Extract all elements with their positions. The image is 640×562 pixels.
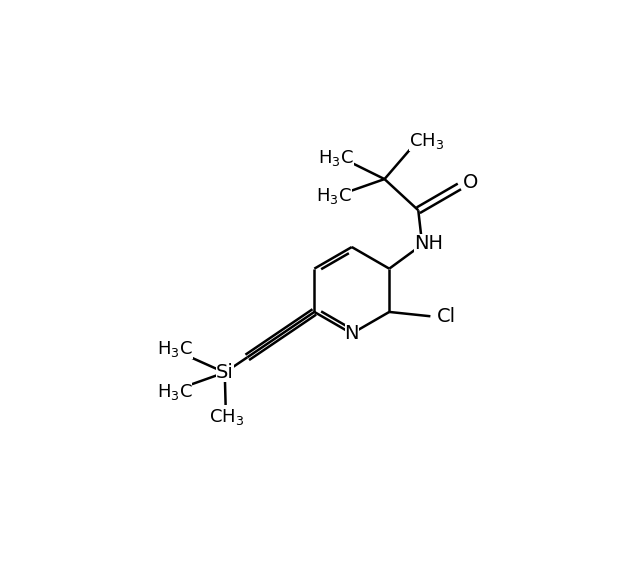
Text: CH$_3$: CH$_3$ — [409, 132, 444, 151]
Text: N: N — [344, 324, 359, 343]
Text: Cl: Cl — [437, 307, 456, 326]
Text: CH$_3$: CH$_3$ — [209, 407, 244, 427]
Text: O: O — [463, 173, 478, 192]
Text: H$_3$C: H$_3$C — [317, 148, 353, 168]
Text: NH: NH — [413, 234, 443, 253]
Text: Si: Si — [216, 363, 234, 382]
Text: H$_3$C: H$_3$C — [157, 382, 193, 402]
Text: H$_3$C: H$_3$C — [316, 185, 352, 206]
Text: H$_3$C: H$_3$C — [157, 339, 193, 359]
